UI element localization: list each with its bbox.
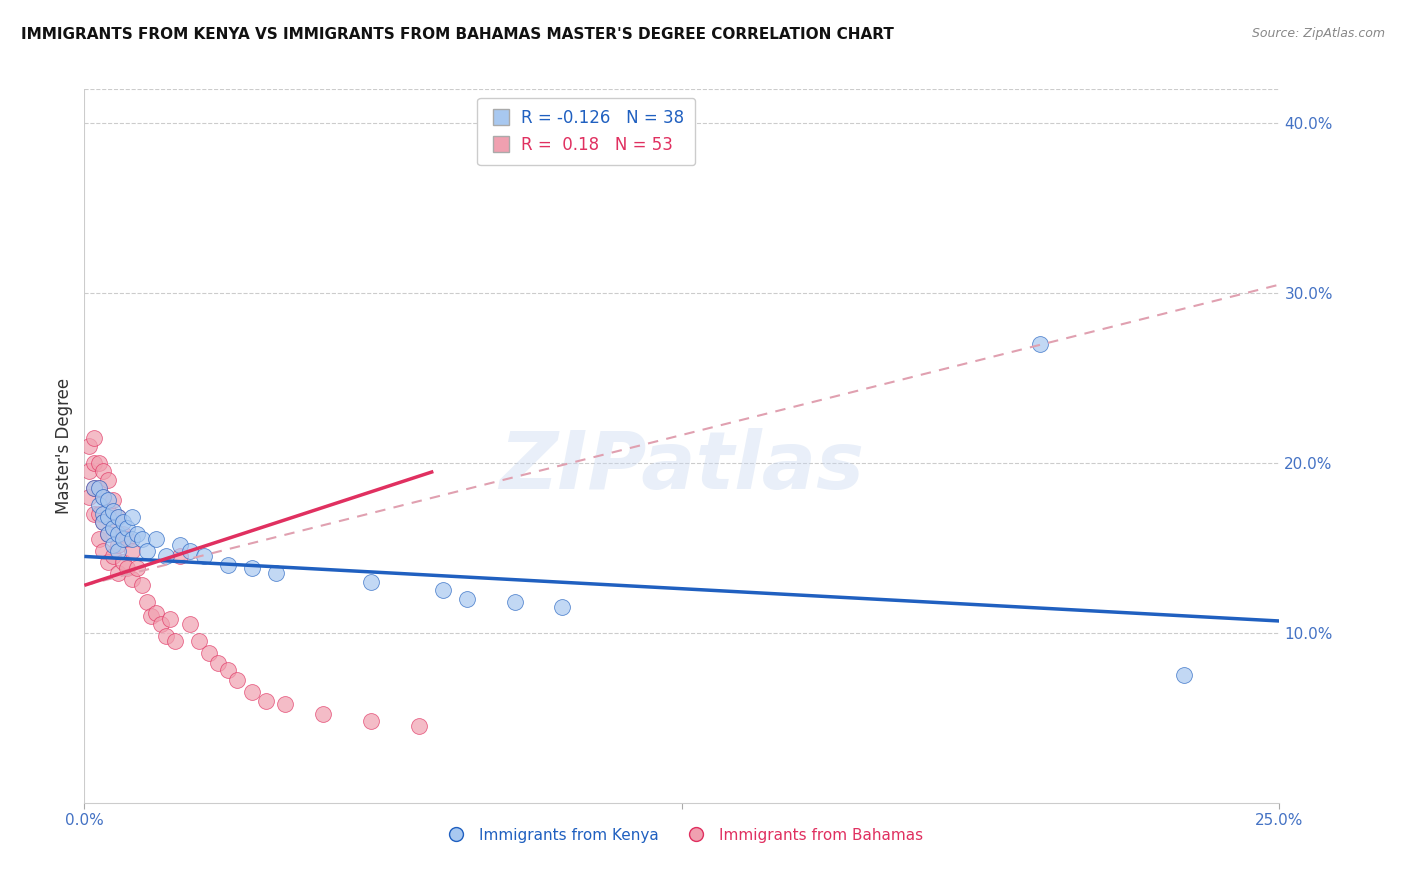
Point [145, 533, 167, 547]
Y-axis label: Master's Degree: Master's Degree [55, 378, 73, 514]
Point [254, 694, 277, 708]
Point [87, 456, 110, 470]
Point [432, 583, 454, 598]
Point [77, 465, 100, 479]
Point [165, 634, 187, 648]
Point [87, 482, 110, 496]
Point [93, 465, 115, 479]
Point [87, 507, 110, 521]
Point [111, 516, 134, 530]
Point [107, 566, 129, 581]
Point [97, 527, 120, 541]
Point [264, 566, 287, 581]
Point [155, 549, 177, 564]
Text: IMMIGRANTS FROM KENYA VS IMMIGRANTS FROM BAHAMAS MASTER'S DEGREE CORRELATION CHA: IMMIGRANTS FROM KENYA VS IMMIGRANTS FROM… [21, 27, 894, 42]
Point [121, 533, 143, 547]
Point [101, 537, 124, 551]
Point [101, 520, 124, 534]
Point [111, 555, 134, 569]
Point [179, 544, 201, 558]
Point [121, 572, 143, 586]
Point [503, 595, 526, 609]
Point [360, 574, 382, 589]
Point [107, 544, 129, 558]
Point [179, 617, 201, 632]
Point [107, 527, 129, 541]
Point [240, 561, 263, 575]
Point [207, 657, 229, 671]
Point [197, 646, 219, 660]
Text: ZIPatlas: ZIPatlas [499, 428, 865, 507]
Point [97, 527, 120, 541]
Point [101, 549, 124, 564]
Point [101, 493, 124, 508]
Point [107, 537, 129, 551]
Point [97, 555, 120, 569]
Legend: Immigrants from Kenya, Immigrants from Bahamas: Immigrants from Kenya, Immigrants from B… [434, 822, 929, 848]
Point [83, 482, 105, 496]
Point [408, 719, 430, 733]
Point [111, 533, 134, 547]
Point [131, 533, 153, 547]
Point [83, 430, 105, 444]
Point [135, 595, 157, 609]
Point [93, 516, 115, 530]
Point [1173, 668, 1195, 682]
Point [101, 503, 124, 517]
Point [97, 510, 120, 524]
Point [107, 510, 129, 524]
Point [217, 558, 239, 572]
Point [169, 537, 191, 551]
Point [125, 561, 148, 575]
Point [77, 490, 100, 504]
Point [93, 544, 115, 558]
Point [193, 549, 215, 564]
Point [141, 608, 163, 623]
Point [97, 493, 120, 508]
Point [93, 516, 115, 530]
Point [551, 600, 574, 615]
Point [87, 533, 110, 547]
Point [121, 544, 143, 558]
Point [125, 527, 148, 541]
Point [169, 549, 191, 564]
Point [131, 578, 153, 592]
Point [117, 561, 139, 575]
Point [117, 520, 139, 534]
Text: Source: ZipAtlas.com: Source: ZipAtlas.com [1251, 27, 1385, 40]
Point [121, 510, 143, 524]
Point [159, 612, 181, 626]
Point [101, 520, 124, 534]
Point [111, 527, 134, 541]
Point [83, 507, 105, 521]
Point [135, 544, 157, 558]
Point [93, 507, 115, 521]
Point [226, 673, 249, 688]
Point [93, 490, 115, 504]
Point [456, 591, 478, 606]
Point [77, 439, 100, 453]
Point [83, 456, 105, 470]
Point [97, 473, 120, 487]
Point [312, 707, 335, 722]
Point [360, 714, 382, 729]
Point [107, 510, 129, 524]
Point [87, 482, 110, 496]
Point [274, 698, 297, 712]
Point [217, 663, 239, 677]
Point [83, 482, 105, 496]
Point [188, 634, 211, 648]
Point [117, 533, 139, 547]
Point [97, 503, 120, 517]
Point [240, 685, 263, 699]
Point [155, 629, 177, 643]
Point [87, 499, 110, 513]
Point [1029, 337, 1052, 351]
Point [149, 617, 172, 632]
Point [145, 606, 167, 620]
Point [93, 490, 115, 504]
